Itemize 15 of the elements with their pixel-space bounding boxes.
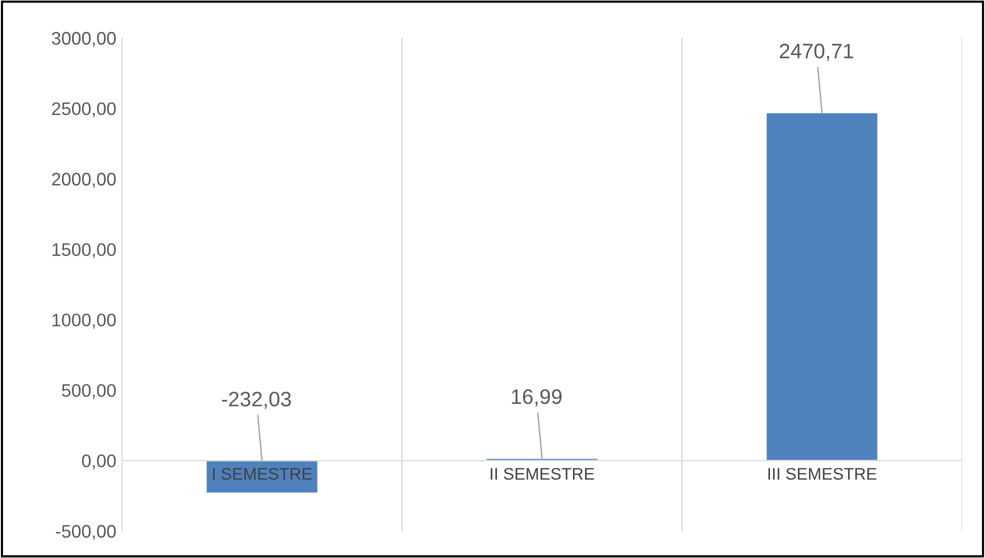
- y-tick-label: -500,00: [56, 524, 116, 540]
- data-label: 2470,71: [780, 44, 854, 61]
- x-tick-label: III SEMESTRE: [768, 468, 876, 480]
- x-tick-label: II SEMESTRE: [490, 468, 594, 480]
- y-tick-label: 0,00: [82, 454, 116, 470]
- y-tick-label: 2000,00: [52, 172, 116, 188]
- y-tick-label: 1500,00: [52, 243, 116, 258]
- bar: [765, 112, 879, 462]
- y-tick-label: 500,00: [62, 384, 116, 399]
- y-tick-label: 2500,00: [52, 102, 116, 118]
- y-tick-label: 1000,00: [52, 314, 116, 329]
- y-tick-label: 3000,00: [52, 32, 116, 47]
- data-label: 16,99: [512, 389, 562, 407]
- x-tick-label: I SEMESTRE: [213, 468, 312, 480]
- data-label: -232,03: [222, 392, 291, 409]
